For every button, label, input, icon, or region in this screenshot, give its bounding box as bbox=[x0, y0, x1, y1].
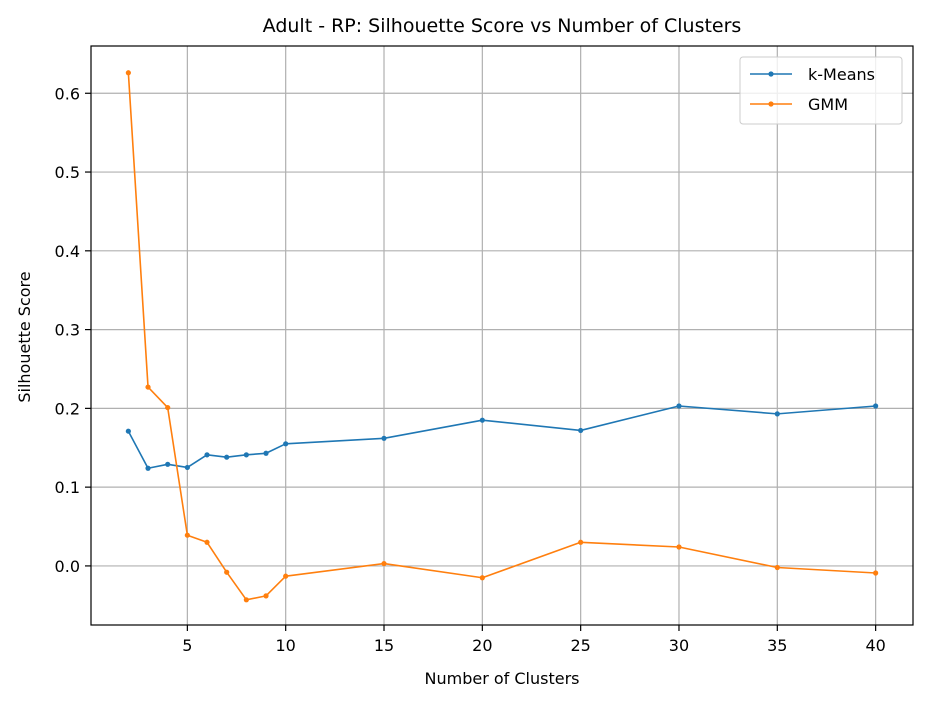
y-tick-label: 0.5 bbox=[55, 163, 80, 182]
k-means-data-point bbox=[204, 452, 210, 458]
k-means-data-point bbox=[165, 461, 171, 467]
gmm-data-point bbox=[224, 569, 230, 575]
legend-gmm-label: GMM bbox=[808, 95, 848, 114]
legend: k-Means GMM bbox=[739, 56, 903, 125]
gmm-data-point bbox=[165, 404, 171, 411]
y-tick-label: 0.3 bbox=[55, 321, 80, 340]
k-means-data-point bbox=[283, 441, 289, 447]
gmm-data-point bbox=[774, 564, 780, 571]
legend-gmm-marker bbox=[768, 101, 774, 107]
y-tick-label: 0.2 bbox=[55, 399, 80, 418]
k-means-data-point bbox=[224, 454, 230, 460]
gmm-data-point bbox=[184, 532, 190, 538]
k-means-data-point bbox=[774, 411, 780, 417]
x-tick-label: 40 bbox=[865, 636, 885, 655]
x-tick-label: 5 bbox=[182, 636, 192, 655]
gmm-data-point bbox=[676, 544, 682, 550]
k-means-data-point bbox=[381, 435, 387, 441]
x-axis-label: Number of Clusters bbox=[425, 669, 580, 688]
k-means-data-point bbox=[873, 403, 879, 409]
grid bbox=[91, 46, 913, 625]
legend-k-means-marker bbox=[768, 71, 774, 77]
x-tick-label: 25 bbox=[570, 636, 590, 655]
y-tick-label: 0.4 bbox=[55, 242, 80, 261]
gmm-data-point bbox=[243, 597, 249, 603]
plot-frame bbox=[90, 45, 914, 626]
gmm-data-point bbox=[145, 384, 151, 390]
k-means-data-point bbox=[125, 428, 131, 434]
x-tick-label: 35 bbox=[767, 636, 787, 655]
k-means-data-point bbox=[479, 417, 485, 423]
gmm-data-point bbox=[283, 573, 289, 579]
k-means-data-point bbox=[243, 452, 249, 458]
x-tick-label: 10 bbox=[276, 636, 296, 655]
y-tick-label: 0.0 bbox=[55, 557, 80, 576]
gmm-data-point bbox=[873, 570, 879, 576]
gmm-data-point bbox=[204, 539, 210, 545]
k-means-data-point bbox=[578, 427, 584, 434]
gmm-data-point bbox=[479, 575, 485, 581]
x-tick-label: 20 bbox=[472, 636, 492, 655]
legend-k-means-label: k-Means bbox=[808, 65, 875, 84]
gmm-data-point bbox=[263, 593, 269, 599]
series-layer bbox=[125, 70, 879, 603]
x-tick-label: 30 bbox=[669, 636, 689, 655]
gmm-data-point bbox=[125, 70, 131, 76]
k-means-data-point bbox=[145, 465, 151, 471]
x-tick-label: 15 bbox=[374, 636, 394, 655]
k-means-data-point bbox=[676, 403, 682, 409]
gmm-data-point bbox=[578, 539, 584, 545]
gmm-data-point bbox=[381, 560, 387, 567]
k-means-data-point bbox=[263, 450, 269, 456]
y-axis-label: Silhouette Score bbox=[15, 271, 34, 402]
y-tick-label: 0.1 bbox=[55, 478, 80, 497]
k-means-data-point bbox=[184, 464, 190, 471]
chart-title: Adult - RP: Silhouette Score vs Number o… bbox=[263, 15, 742, 37]
axis-ticks: 5 10 15 20 25 30 35 40 0.0 0.1 0.2 0.3 0.4 0.5 0.6 bbox=[55, 84, 886, 655]
y-tick-label: 0.6 bbox=[55, 84, 80, 103]
